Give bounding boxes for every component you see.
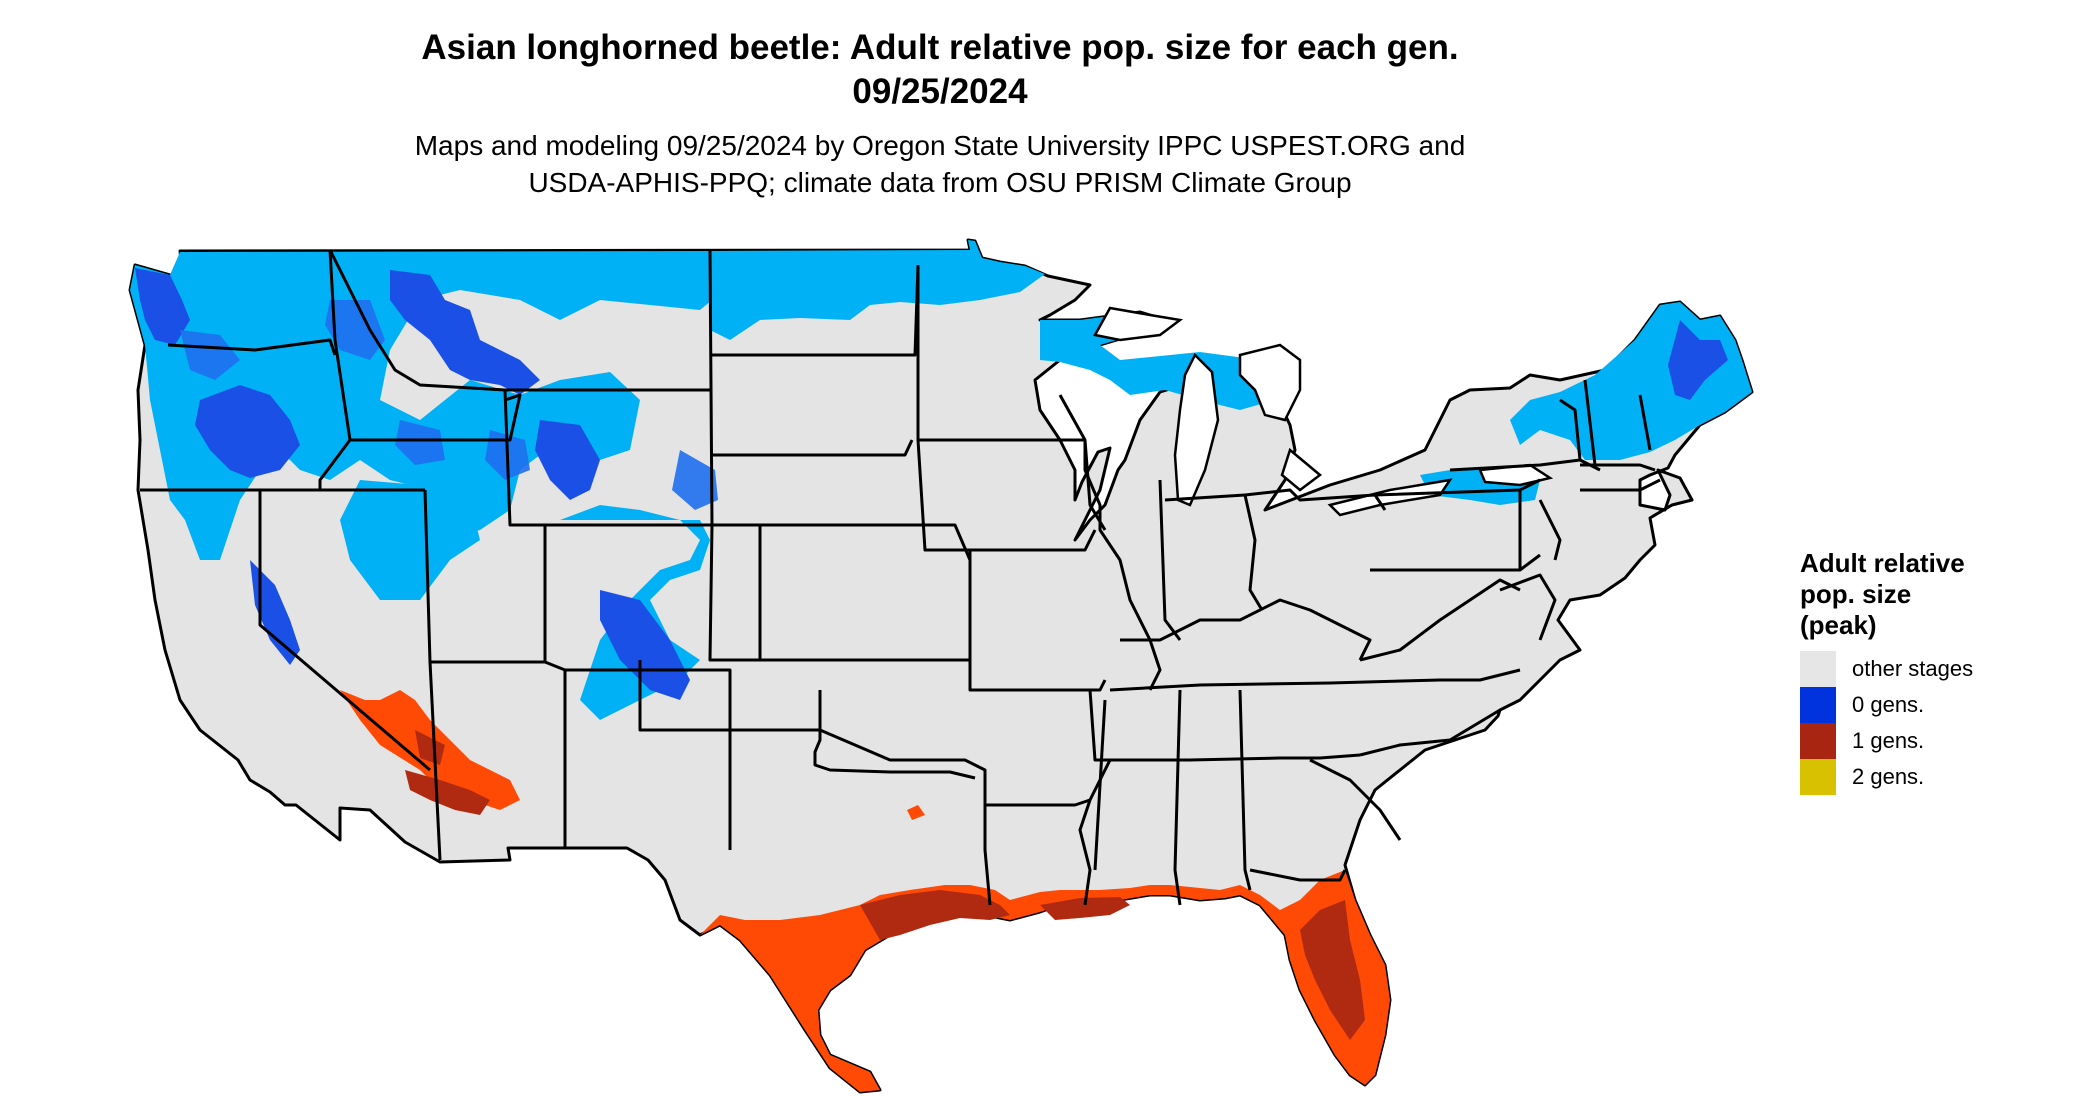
zone-dark-blue: [135, 268, 1728, 700]
legend-label: 0 gens.: [1852, 692, 1925, 717]
legend-title-line: Adult relative: [1800, 548, 1965, 578]
legend-swatch: [1800, 651, 1836, 687]
legend-item-1-gens: 1 gens.: [1800, 723, 1973, 759]
state-borders: [140, 249, 1661, 906]
legend-swatch: [1800, 723, 1836, 759]
zone-dark-red: [405, 730, 1365, 1040]
legend-label: 1 gens.: [1852, 728, 1925, 753]
map-subtitle-line2: USDA-APHIS-PPQ; climate data from OSU PR…: [528, 167, 1352, 198]
legend-label: 2 gens.: [1852, 764, 1925, 789]
legend-items: other stages 0 gens. 1 gens. 2 gens.: [1800, 651, 1973, 795]
zone-mid-blue: [180, 300, 718, 510]
legend-item-other-stages: other stages: [1800, 651, 1973, 687]
legend: Adult relative pop. size (peak) other st…: [1800, 548, 1973, 795]
legend-title: Adult relative pop. size (peak): [1800, 548, 1973, 641]
legend-label: other stages: [1852, 656, 1974, 681]
legend-swatch: [1800, 759, 1836, 795]
great-lakes: [1093, 306, 1554, 517]
map-subtitle-line1: Maps and modeling 09/25/2024 by Oregon S…: [414, 130, 1466, 161]
legend-item-0-gens: 0 gens.: [1800, 687, 1973, 723]
map-title: Asian longhorned beetle: Adult relative …: [421, 28, 1459, 67]
legend-title-line: (peak): [1800, 610, 1877, 640]
map-date: 09/25/2024: [852, 72, 1028, 111]
us-map: [128, 238, 1754, 1094]
legend-item-2-gens: 2 gens.: [1800, 759, 1973, 795]
legend-swatch: [1800, 687, 1836, 723]
legend-title-line: pop. size: [1800, 579, 1912, 609]
